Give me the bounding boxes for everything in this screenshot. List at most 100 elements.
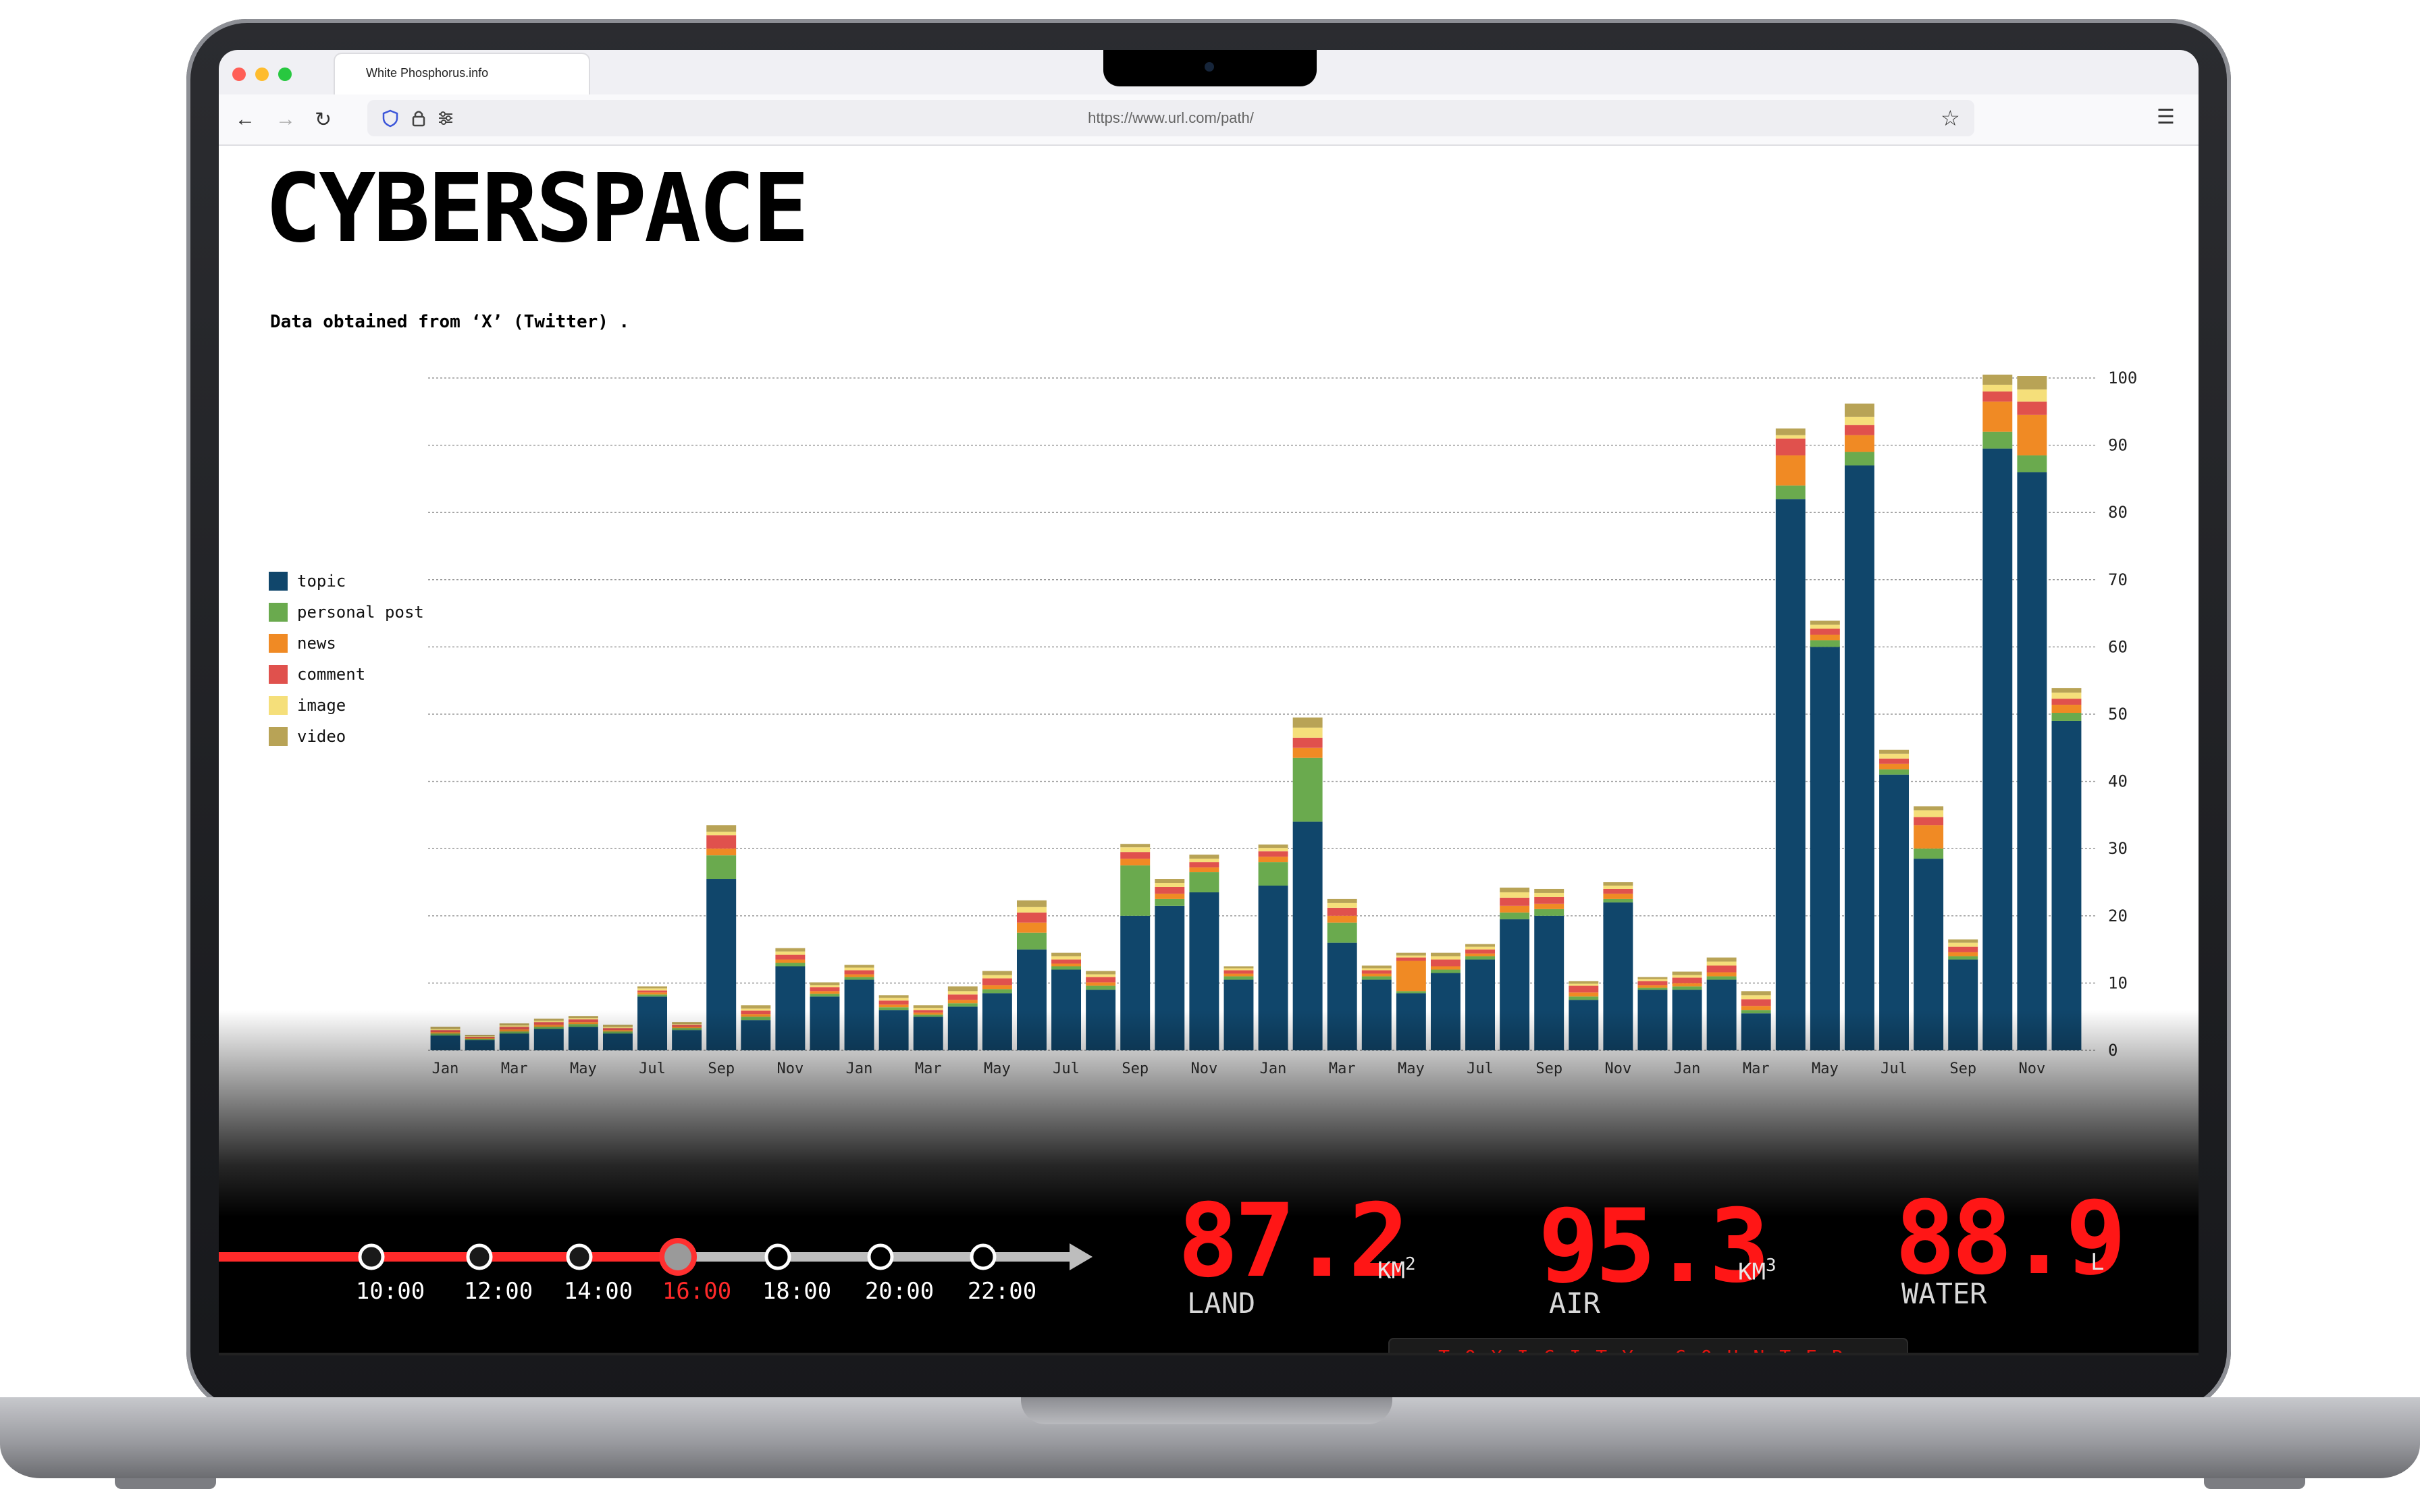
bar-segment xyxy=(913,1013,943,1015)
forward-arrow-icon[interactable]: → xyxy=(275,108,296,130)
bar-segment xyxy=(533,1022,564,1025)
address-bar[interactable]: https://www.url.com/path/ ☆ xyxy=(367,100,1974,136)
timeline-node[interactable] xyxy=(970,1243,997,1270)
bar-segment xyxy=(1086,982,1116,986)
star-icon[interactable]: ☆ xyxy=(1941,106,1960,130)
legend-swatch xyxy=(269,603,288,622)
menu-icon[interactable]: ☰ xyxy=(2157,106,2175,128)
timeline-arrow-icon xyxy=(1070,1243,1093,1270)
bar-segment xyxy=(775,954,806,960)
bar-segment xyxy=(1948,942,1978,947)
shield-icon[interactable] xyxy=(381,109,400,128)
bar-segment xyxy=(706,825,737,832)
bar-segment xyxy=(1361,968,1392,971)
sliders-icon[interactable] xyxy=(436,109,455,128)
x-tick-label: Mar xyxy=(501,1060,528,1077)
bar-segment xyxy=(1224,973,1254,977)
x-tick-label: Jan xyxy=(432,1060,459,1077)
close-window-button[interactable] xyxy=(232,68,246,81)
bar-segment xyxy=(2051,720,2082,1050)
bar-segment xyxy=(1500,897,1530,906)
bar-segment xyxy=(637,990,668,993)
bar-segment xyxy=(1224,970,1254,974)
timeline-label: 18:00 xyxy=(762,1278,831,1305)
bar-segment xyxy=(706,855,737,880)
bar-segment xyxy=(1361,970,1392,974)
bar-segment xyxy=(672,1030,702,1050)
bar-segment xyxy=(913,1015,943,1017)
bar-segment xyxy=(1258,848,1288,852)
bar-segment xyxy=(1741,1006,1771,1010)
bar-segment xyxy=(1672,975,1702,978)
timeline-node[interactable] xyxy=(566,1243,593,1270)
bar-segment xyxy=(602,1027,633,1029)
bar-segment xyxy=(1844,452,1874,466)
bar-segment xyxy=(1189,859,1219,863)
timeline-node[interactable] xyxy=(466,1243,493,1270)
bar-segment xyxy=(1982,375,2013,385)
back-arrow-icon[interactable]: ← xyxy=(235,108,255,130)
x-tick-label: Sep xyxy=(708,1060,735,1077)
land-label: LAND xyxy=(1187,1287,1256,1320)
bar-segment xyxy=(1361,965,1392,969)
timeline-node[interactable] xyxy=(867,1243,894,1270)
bar-segment xyxy=(1879,763,1910,770)
bar-segment xyxy=(1224,968,1254,971)
x-tick-label: Mar xyxy=(915,1060,942,1077)
timeline-node[interactable] xyxy=(764,1243,791,1270)
x-tick-label: May xyxy=(1398,1060,1425,1077)
bar-segment xyxy=(1879,749,1910,754)
bar-segment xyxy=(1465,956,1496,960)
bar-segment xyxy=(982,978,1012,986)
bar-segment xyxy=(1258,857,1288,863)
bar-segment xyxy=(947,1000,978,1004)
bar-segment xyxy=(947,1006,978,1050)
legend-swatch xyxy=(269,696,288,715)
timeline-node[interactable] xyxy=(358,1243,385,1270)
bar-segment xyxy=(465,1037,495,1039)
land-unit-text: KM xyxy=(1377,1257,1405,1285)
bar-segment xyxy=(844,979,874,1050)
bar-segment xyxy=(1637,985,1668,988)
bar-segment xyxy=(1603,885,1633,889)
x-tick-label: Mar xyxy=(1329,1060,1356,1077)
bar-segment xyxy=(1569,992,1599,997)
bar-segment xyxy=(1914,810,1944,817)
bar-segment xyxy=(1637,979,1668,981)
bar-segment xyxy=(1569,996,1599,1000)
bar-segment xyxy=(741,1008,771,1011)
maximize-window-button[interactable] xyxy=(278,68,292,81)
bar-segment xyxy=(1120,844,1151,848)
bar-segment xyxy=(1292,717,1323,728)
x-tick-label: Mar xyxy=(1743,1060,1770,1077)
minimize-window-button[interactable] xyxy=(255,68,269,81)
bar-segment xyxy=(775,959,806,963)
bar-segment xyxy=(1430,966,1461,970)
browser-tab[interactable]: White Phosphorus.info xyxy=(335,54,589,94)
legend-item: image xyxy=(269,690,424,721)
reload-icon[interactable]: ↻ xyxy=(315,109,332,131)
y-tick-label: 70 xyxy=(2108,570,2128,589)
lock-icon[interactable] xyxy=(409,109,428,128)
timeline-node-active[interactable] xyxy=(664,1243,691,1270)
x-tick-label: May xyxy=(984,1060,1011,1077)
tab-title: White Phosphorus.info xyxy=(366,66,489,80)
bar-segment xyxy=(637,986,668,989)
bar-segment xyxy=(1016,912,1047,923)
air-label: AIR xyxy=(1549,1287,1600,1320)
bar-segment xyxy=(741,1014,771,1017)
camera-icon xyxy=(1205,62,1214,72)
bar-segment xyxy=(1741,999,1771,1006)
bar-segment xyxy=(602,1033,633,1050)
bar-segment xyxy=(1603,898,1633,902)
bar-segment xyxy=(1051,966,1082,970)
x-tick-label: Sep xyxy=(1122,1060,1149,1077)
bar-segment xyxy=(878,1010,909,1050)
bar-segment xyxy=(1500,905,1530,913)
bar-segment xyxy=(2017,376,2047,389)
laptop-base-notch xyxy=(1021,1397,1392,1424)
time-slider[interactable]: 10:00 12:00 14:00 16:00 18:00 20:00 22:00 xyxy=(219,1226,1097,1320)
bar-segment xyxy=(1086,977,1116,983)
bar-segment xyxy=(499,1029,529,1032)
bar-segment xyxy=(1775,455,1806,486)
